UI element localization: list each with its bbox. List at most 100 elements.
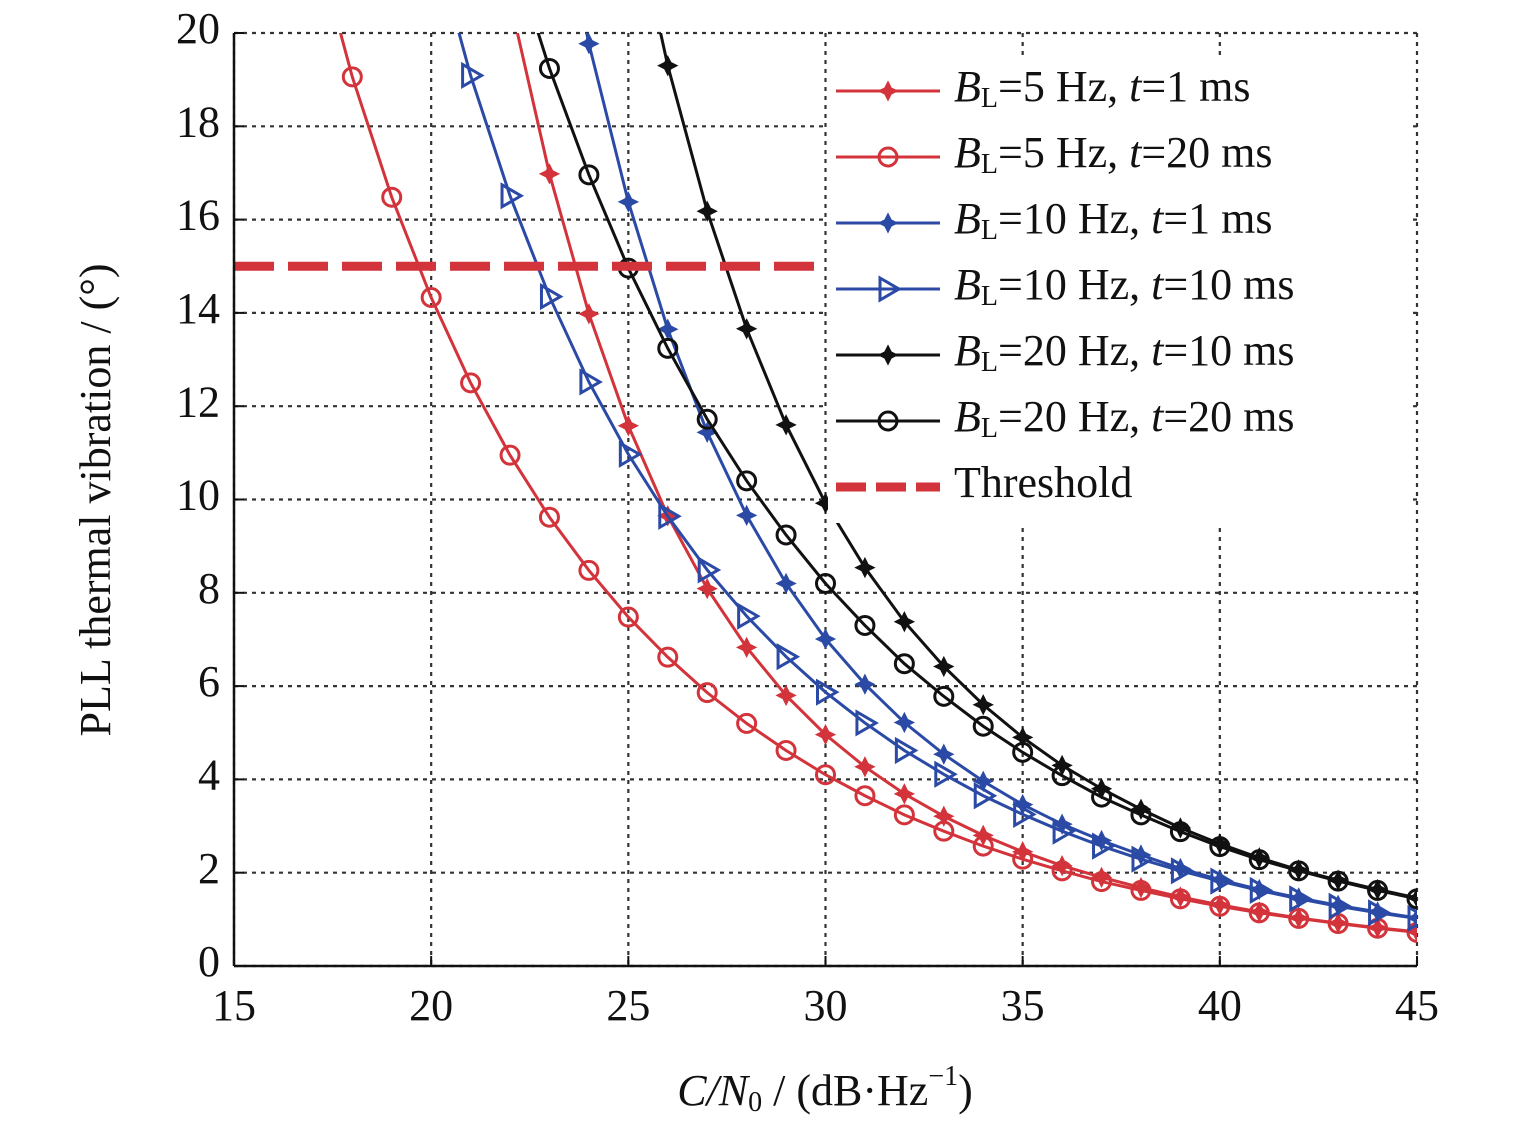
data-point xyxy=(1209,833,1231,855)
data-point xyxy=(1170,857,1195,885)
data-point xyxy=(1051,860,1073,882)
y-tick-label: 14 xyxy=(176,284,220,333)
data-point xyxy=(736,470,758,492)
data-point xyxy=(617,606,639,628)
legend-label: BL=5 Hz, t=1 ms xyxy=(954,62,1251,114)
data-point xyxy=(933,820,955,842)
y-tick-label: 20 xyxy=(176,4,220,53)
data-point xyxy=(696,408,718,430)
x-tick-label: 40 xyxy=(1198,981,1242,1030)
data-point xyxy=(538,57,560,79)
data-point xyxy=(1169,888,1191,910)
data-point xyxy=(1248,902,1270,924)
data-point xyxy=(815,764,836,786)
data-point xyxy=(1406,921,1417,943)
y-tick-label: 6 xyxy=(198,657,220,706)
data-point xyxy=(1091,871,1113,893)
x-tick-label: 25 xyxy=(606,981,650,1030)
data-point xyxy=(1131,845,1155,873)
data-point xyxy=(578,559,600,581)
data-point xyxy=(893,611,916,633)
data-point xyxy=(775,572,797,595)
data-point xyxy=(696,577,718,600)
data-point xyxy=(893,653,915,675)
data-point xyxy=(933,655,955,678)
data-point xyxy=(1209,836,1231,858)
legend-label: BL=5 Hz, t=20 ms xyxy=(954,128,1273,180)
y-axis-label: PLL thermal vibration / (°) xyxy=(71,264,120,737)
data-point xyxy=(658,502,682,530)
data-point xyxy=(539,282,564,311)
data-point xyxy=(420,287,442,309)
legend-marker xyxy=(877,80,899,102)
data-point xyxy=(934,760,958,788)
data-point xyxy=(1169,821,1191,843)
data-point xyxy=(854,614,876,636)
data-point xyxy=(735,504,758,527)
y-tick-label: 0 xyxy=(198,937,220,986)
data-point xyxy=(341,66,363,88)
data-point xyxy=(776,643,801,671)
legend-marker xyxy=(878,275,902,303)
legend-label: BL=10 Hz, t=1 ms xyxy=(954,194,1273,246)
series-line xyxy=(338,33,1417,934)
data-point xyxy=(501,0,519,9)
y-tick-label: 2 xyxy=(198,844,220,893)
data-point xyxy=(972,824,994,847)
data-point xyxy=(893,783,916,805)
data-point xyxy=(775,684,797,707)
y-tick-label: 10 xyxy=(176,471,220,520)
data-point xyxy=(1328,892,1353,920)
data-point xyxy=(1289,885,1313,913)
data-point xyxy=(972,770,994,792)
legend-marker xyxy=(877,344,899,366)
data-point xyxy=(1092,832,1116,860)
legend-marker xyxy=(877,410,899,432)
data-point xyxy=(816,678,840,706)
data-point xyxy=(696,421,718,444)
legend-marker xyxy=(877,146,899,168)
data-point xyxy=(1209,895,1231,917)
x-tick-label: 35 xyxy=(1001,981,1045,1030)
data-point xyxy=(815,572,836,594)
legend-label: Threshold xyxy=(954,458,1132,507)
data-point xyxy=(855,709,879,737)
data-point xyxy=(972,835,994,857)
data-point xyxy=(500,182,525,210)
legend-label: BL=10 Hz, t=10 ms xyxy=(954,260,1295,312)
data-point xyxy=(854,756,876,778)
legend-label: BL=20 Hz, t=20 ms xyxy=(954,392,1295,444)
data-point xyxy=(460,372,482,394)
data-point xyxy=(894,736,919,765)
x-tick-label: 15 xyxy=(212,981,256,1030)
data-point xyxy=(854,785,876,807)
data-point xyxy=(1406,888,1417,910)
data-point xyxy=(735,636,758,659)
data-point xyxy=(972,715,994,737)
data-point xyxy=(1367,879,1389,901)
data-point xyxy=(1288,907,1310,929)
data-point xyxy=(696,200,718,222)
data-point xyxy=(973,782,998,810)
y-tick-label: 4 xyxy=(198,750,220,799)
x-tick-label: 30 xyxy=(804,981,848,1030)
data-point xyxy=(736,712,758,734)
data-point xyxy=(1248,847,1270,869)
axes: 0 2 4 6 8 10 12 14 16 18 20 15 20 25 30 35 40 45 xyxy=(176,4,1439,1030)
data-point xyxy=(1130,876,1152,899)
data-point xyxy=(933,743,955,765)
data-point xyxy=(933,805,955,827)
data-point xyxy=(538,163,561,185)
y-tick-label: 16 xyxy=(176,191,220,240)
data-point xyxy=(972,694,994,716)
data-point xyxy=(657,337,679,359)
data-point xyxy=(579,368,603,396)
data-point xyxy=(696,682,718,704)
data-point xyxy=(1051,765,1073,787)
data-point xyxy=(538,506,560,528)
data-point xyxy=(1327,870,1349,892)
data-point xyxy=(578,303,600,325)
data-point xyxy=(1169,886,1192,908)
data-point xyxy=(737,602,761,630)
